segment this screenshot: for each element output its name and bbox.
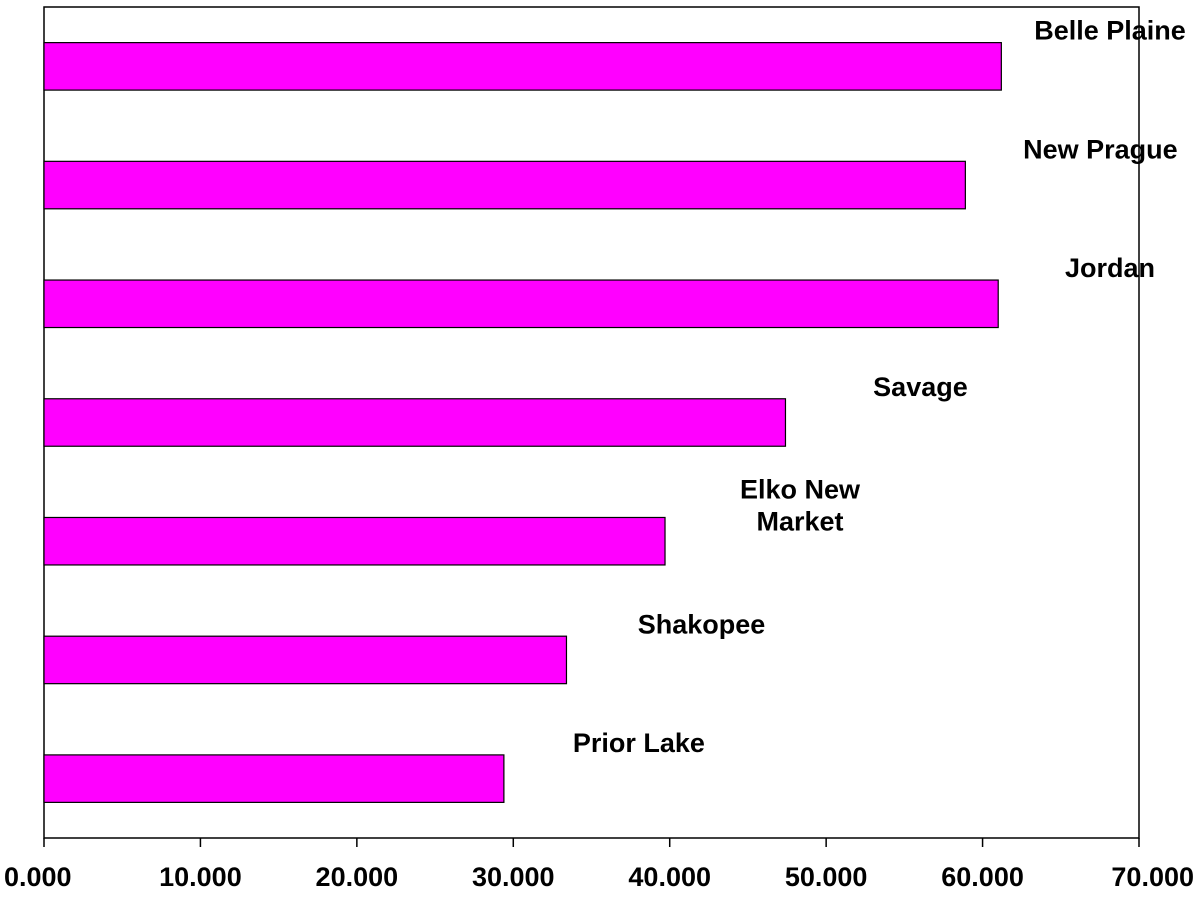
category-label-elko-new-market: Elko New Market bbox=[740, 475, 861, 537]
bar-jordan bbox=[43, 279, 999, 329]
x-tick-label-5: 50.000 bbox=[785, 862, 868, 892]
category-label-jordan: Jordan bbox=[1065, 253, 1155, 283]
x-tick-label-3: 30.000 bbox=[472, 862, 555, 892]
bar-prior-lake bbox=[43, 754, 505, 803]
category-label-shakopee: Shakopee bbox=[638, 609, 766, 639]
category-label-savage: Savage bbox=[873, 372, 968, 402]
bar-savage bbox=[43, 398, 787, 447]
category-label-new-prague: New Prague bbox=[1023, 134, 1178, 164]
category-label-belle-plaine: Belle Plaine bbox=[1034, 16, 1186, 46]
category-label-prior-lake: Prior Lake bbox=[573, 728, 705, 758]
bars-group bbox=[43, 42, 1002, 803]
x-tick-label-6: 60.000 bbox=[941, 862, 1024, 892]
x-tick-label-2: 20.000 bbox=[316, 862, 399, 892]
x-tick-label-7: 70.000 bbox=[1111, 862, 1194, 892]
category-labels: Belle Plaine New Prague Jordan Savage Elko N… bbox=[573, 16, 1186, 758]
x-tick-label-1: 10.000 bbox=[159, 862, 242, 892]
bar-elko-new-market bbox=[43, 516, 666, 566]
x-axis: 0.000 10.000 20.000 30.000 40.000 50.000 60.00… bbox=[4, 838, 1194, 892]
x-tick-label-4: 40.000 bbox=[628, 862, 711, 892]
x-tick-label-0: 0.000 bbox=[4, 862, 72, 892]
bar-belle-plaine bbox=[43, 42, 1002, 91]
bar-shakopee bbox=[43, 635, 568, 685]
bar-new-prague bbox=[43, 160, 966, 210]
